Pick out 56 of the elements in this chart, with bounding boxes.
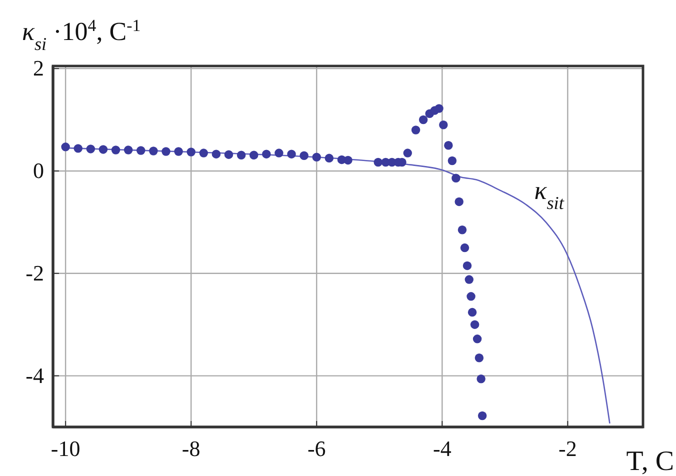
point [136, 146, 146, 155]
point [452, 174, 460, 182]
point [458, 225, 467, 234]
x-tick-label: -4 [432, 436, 452, 461]
y-tick-label: 0 [33, 158, 44, 184]
point [470, 320, 480, 329]
point [464, 275, 474, 284]
point [466, 292, 476, 301]
point [124, 146, 133, 154]
x-tick-label: -8 [182, 436, 200, 461]
point [262, 150, 271, 158]
point [74, 144, 82, 153]
point [472, 334, 482, 344]
point [374, 158, 382, 167]
point [274, 148, 284, 158]
point [61, 142, 70, 152]
point [149, 146, 158, 156]
point [418, 115, 428, 124]
point [98, 145, 108, 154]
point [86, 144, 96, 154]
y-tick-label: -2 [26, 260, 44, 286]
point [434, 104, 444, 113]
point [111, 146, 120, 154]
point [199, 148, 208, 158]
point [444, 141, 453, 150]
point [462, 261, 472, 270]
point [403, 148, 412, 158]
point [249, 150, 258, 160]
point [448, 156, 457, 166]
point [287, 150, 296, 158]
point [411, 126, 420, 134]
point [460, 243, 470, 252]
point [312, 152, 321, 162]
point [474, 354, 484, 362]
x-tick-label: -10 [50, 436, 80, 461]
point [186, 148, 196, 156]
point [478, 411, 487, 420]
point [344, 156, 352, 165]
point [236, 150, 246, 160]
point [224, 150, 234, 159]
series-label: κ$_{sit}$ [534, 176, 565, 213]
point [174, 147, 183, 156]
x-tick-label: -6 [307, 436, 326, 461]
y-tick-label: -4 [26, 362, 44, 388]
point [324, 154, 334, 163]
point [454, 197, 464, 206]
point [439, 120, 448, 130]
x-axis-title: T, C [626, 446, 674, 476]
point [476, 374, 486, 384]
y-axis-title: κ$_{si}$ ·10$^{4}$, C$^{-1}$ [22, 16, 141, 54]
x-tick-label: -2 [558, 436, 577, 461]
y-tick-label: 2 [33, 56, 44, 81]
point [162, 147, 170, 156]
point [212, 150, 221, 158]
point [468, 308, 477, 317]
point [300, 151, 308, 160]
